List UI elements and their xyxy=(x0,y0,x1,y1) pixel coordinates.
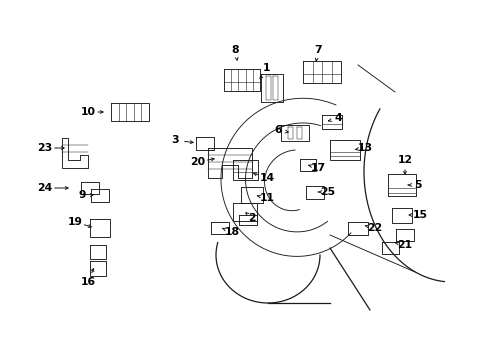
Text: 18: 18 xyxy=(224,227,239,237)
Text: 24: 24 xyxy=(37,183,53,193)
Text: 2: 2 xyxy=(248,213,255,223)
Text: 19: 19 xyxy=(67,217,82,227)
Text: 3: 3 xyxy=(171,135,179,145)
Text: 6: 6 xyxy=(274,125,281,135)
Text: 11: 11 xyxy=(259,193,274,203)
Text: 15: 15 xyxy=(412,210,427,220)
Text: 16: 16 xyxy=(80,277,95,287)
Text: 17: 17 xyxy=(310,163,325,173)
Text: 23: 23 xyxy=(37,143,53,153)
Text: 1: 1 xyxy=(263,63,270,73)
Text: 8: 8 xyxy=(231,45,238,55)
Text: 21: 21 xyxy=(397,240,412,250)
Text: 12: 12 xyxy=(397,155,412,165)
Text: 9: 9 xyxy=(78,190,85,200)
Text: 7: 7 xyxy=(314,45,321,55)
Text: 25: 25 xyxy=(320,187,335,197)
Text: 10: 10 xyxy=(81,107,95,117)
Text: 14: 14 xyxy=(259,173,274,183)
Text: 13: 13 xyxy=(357,143,372,153)
Text: 22: 22 xyxy=(366,223,382,233)
Text: 20: 20 xyxy=(190,157,205,167)
Text: 4: 4 xyxy=(333,113,341,123)
Text: 5: 5 xyxy=(413,180,421,190)
